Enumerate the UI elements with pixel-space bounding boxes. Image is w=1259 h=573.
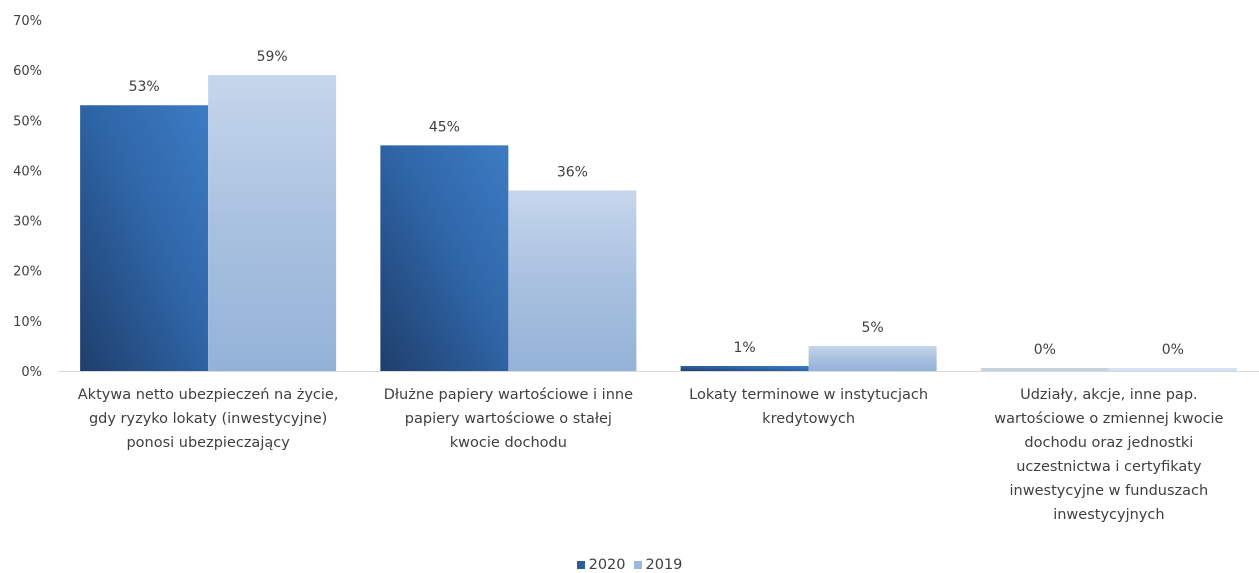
data-label-2020-cat-4: 0% (1034, 342, 1056, 358)
x-category-label: Aktywa netto ubezpieczeń na życie, gdy ry… (58, 383, 358, 455)
data-label-2020-cat-3: 1% (734, 340, 756, 356)
data-label-2019-cat-4: 0% (1162, 342, 1184, 358)
data-label-2019-cat-1: 59% (257, 49, 288, 65)
y-tick-label: 70% (13, 14, 42, 29)
x-category-label-line: Lokaty terminowe w instytucjach (689, 387, 929, 403)
x-category-label-line: uczestnictwa i certyfikaty (1016, 459, 1202, 475)
x-category-label-line: Dłużne papiery wartościowe i inne (383, 387, 633, 403)
x-category-label-line: Udziały, akcje, inne pap. (1020, 387, 1198, 403)
y-tick-label: 10% (13, 315, 42, 330)
legend-label: 2020 (588, 557, 626, 573)
legend-item-2020: 2020 (576, 557, 626, 573)
bar-2020-cat-4 (980, 368, 1109, 371)
legend: 2020 2019 (0, 557, 1259, 573)
x-category-label-line: gdy ryzyko lokaty (inwestycyjne) (88, 411, 328, 427)
y-tick-label: 50% (13, 114, 42, 129)
x-category-label: Lokaty terminowe w instytucjach kredytowy… (659, 383, 959, 431)
x-category-label-line: papiery wartościowe o stałej (404, 411, 612, 427)
bar-2020-cat-1 (80, 105, 209, 371)
bar-2019-cat-4 (1108, 368, 1237, 371)
data-label-2019-cat-3: 5% (862, 320, 884, 336)
legend-item-2019: 2019 (633, 557, 683, 573)
data-label-2019-cat-2: 36% (557, 164, 588, 180)
y-tick-label: 40% (13, 164, 42, 179)
x-category-label-line: ponosi ubezpieczający (126, 435, 290, 451)
x-category-label-line: kredytowych (762, 411, 856, 427)
x-category-label: Dłużne papiery wartościowe i inne papiery… (358, 383, 658, 455)
y-axis: 0% 10% 20% 30% 40% 50% 60% 70% (13, 14, 42, 380)
bar-2020-cat-3 (680, 365, 809, 371)
x-category-label-line: inwestycyjnych (1053, 507, 1165, 523)
bar-2019-cat-1 (208, 75, 337, 372)
y-tick-label: 20% (13, 265, 42, 280)
bar-2019-cat-2 (508, 190, 637, 371)
x-category-label-line: inwestycyjne w funduszach (1009, 483, 1209, 499)
x-category-label-line: kwocie dochodu (449, 435, 567, 451)
legend-swatch (576, 561, 585, 569)
y-tick-label: 60% (13, 64, 42, 79)
x-category-label-line: dochodu oraz jednostki (1024, 435, 1194, 451)
bar-2020-cat-2 (380, 145, 509, 371)
x-category-label-line: Aktywa netto ubezpieczeń na życie, (77, 387, 339, 403)
x-category-label-line: wartościowe o zmiennej kwocie (994, 411, 1224, 427)
data-label-2020-cat-2: 45% (429, 119, 460, 135)
bars-group (80, 75, 1237, 372)
y-tick-label: 30% (13, 215, 42, 230)
data-labels-group: 53% 59% 45% 36% 1% 5% 0% 0% (129, 49, 1184, 358)
legend-label: 2019 (645, 557, 683, 573)
data-label-2020-cat-1: 53% (129, 79, 160, 95)
bar-2019-cat-3 (808, 345, 937, 371)
legend-swatch (633, 561, 642, 569)
y-tick-label: 0% (21, 365, 42, 380)
x-category-label: Udziały, akcje, inne pap. wartościowe o z… (959, 383, 1259, 527)
